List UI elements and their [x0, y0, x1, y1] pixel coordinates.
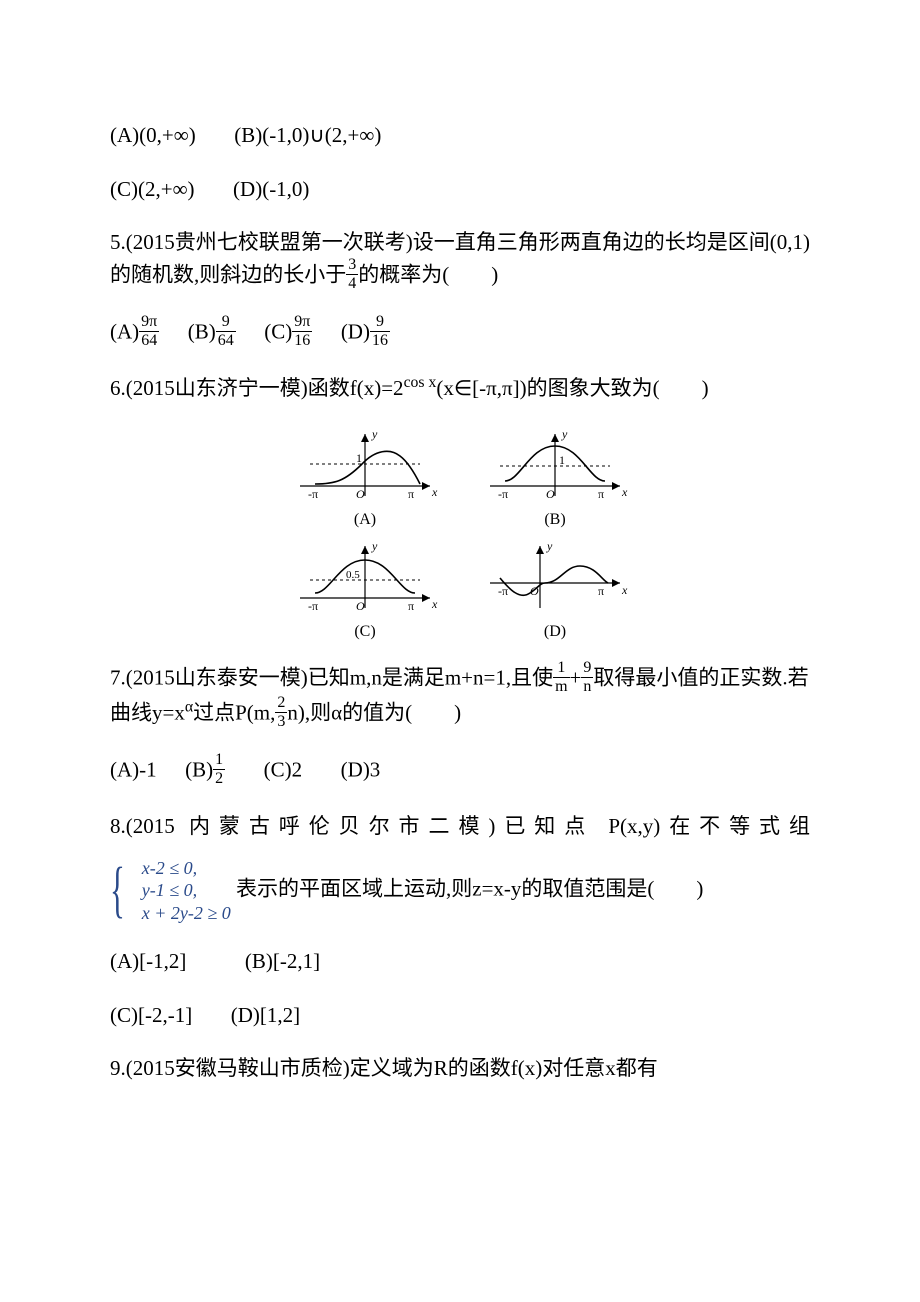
q6-graph-d: x y O -π π (D) [480, 538, 630, 644]
q5-option-d-frac: 916 [370, 314, 390, 349]
q7-stem: 7.(2015山东泰安一模)已知m,n是满足m+n=1,且使1m+9n取得最小值… [110, 662, 810, 732]
q6-graph-c-label: (C) [290, 620, 440, 644]
q5-option-d-label: (D) [341, 319, 370, 343]
q7-stem-text-4: n),则α的值为( ) [287, 700, 461, 724]
svg-text:-π: -π [498, 487, 508, 501]
q5-stem-text-2: 的概率为( ) [358, 262, 498, 286]
q4-option-b: (B)(-1,0)∪(2,+∞) [234, 123, 381, 147]
q4-option-a: (A)(0,+∞) [110, 123, 196, 147]
q5-option-a-label: (A) [110, 319, 139, 343]
svg-text:1: 1 [356, 451, 362, 465]
q8-system-r2: y-1 ≤ 0, [142, 879, 231, 902]
q6-exponent: cos x [404, 374, 437, 391]
q5-options: (A)9π64 (B)964 (C)9π16 (D)916 [110, 316, 810, 351]
q6-graph-row-2: x y O -π π 0.5 (C) x [110, 538, 810, 644]
q8-stem-head: 8.(2015 内蒙古呼伦贝尔市二模)已知点 P(x,y)在不等式组 [110, 811, 810, 843]
q7-frac-3: 23 [275, 695, 287, 730]
q5-stem-fraction: 34 [346, 257, 358, 292]
q6-stem-text-1: 6.(2015山东济宁一模)函数f(x)=2 [110, 376, 404, 400]
q9-stem: 9.(2015安徽马鞍山市质检)定义域为R的函数f(x)对任意x都有 [110, 1053, 810, 1085]
q6-graph-row-1: x y O -π π 1 (A) x [110, 426, 810, 532]
q8-system: { x-2 ≤ 0, y-1 ≤ 0, x + 2y-2 ≥ 0 [110, 857, 231, 925]
q5-option-b-label: (B) [188, 319, 216, 343]
q6-stem: 6.(2015山东济宁一模)函数f(x)=2cos x(x∈[-π,π])的图象… [110, 373, 810, 405]
q7-stem-text-1: 7.(2015山东泰安一模)已知m,n是满足m+n=1,且使 [110, 665, 553, 689]
q7-options: (A)-1 (B)12 (C)2 (D)3 [110, 754, 810, 789]
svg-text:x: x [431, 597, 438, 611]
svg-text:O: O [546, 487, 555, 501]
svg-text:O: O [356, 487, 365, 501]
q5-option-b-frac: 964 [216, 314, 236, 349]
svg-text:x: x [621, 583, 628, 597]
q5-option-c-frac: 9π16 [292, 314, 312, 349]
q6-graph-b: x y O -π π 1 (B) [480, 426, 630, 532]
q7-frac-2: 9n [581, 660, 593, 695]
q8-system-r3: x + 2y-2 ≥ 0 [142, 902, 231, 925]
svg-text:1: 1 [559, 453, 565, 467]
q7-plus: + [570, 665, 582, 689]
q7-option-b-label: (B) [185, 757, 213, 781]
q6-graph-c: x y O -π π 0.5 (C) [290, 538, 440, 644]
q8-system-r1: x-2 ≤ 0, [142, 857, 231, 880]
q7-option-a: (A)-1 [110, 757, 157, 781]
q4-options-line2: (C)(2,+∞) (D)(-1,0) [110, 174, 810, 206]
svg-text:π: π [408, 487, 414, 501]
svg-text:y: y [546, 539, 553, 553]
q6-graph-grid: x y O -π π 1 (A) x [110, 426, 810, 644]
exam-page: (A)(0,+∞) (B)(-1,0)∪(2,+∞) (C)(2,+∞) (D)… [0, 0, 920, 1145]
q8-options-line1: (A)[-1,2] (B)[-2,1] [110, 946, 810, 978]
svg-text:-π: -π [308, 599, 318, 613]
q8-options-line2: (C)[-2,-1] (D)[1,2] [110, 1000, 810, 1032]
svg-text:π: π [598, 487, 604, 501]
q7-option-b-frac: 12 [213, 752, 225, 787]
svg-text:O: O [356, 599, 365, 613]
q6-graph-a: x y O -π π 1 (A) [290, 426, 440, 532]
svg-text:x: x [431, 485, 438, 499]
q8-stem-tail: 表示的平面区域上运动,则z=x-y的取值范围是( ) [236, 876, 703, 900]
q7-option-c: (C)2 [264, 757, 303, 781]
q8-stem-body: { x-2 ≤ 0, y-1 ≤ 0, x + 2y-2 ≥ 0 表示的平面区域… [110, 857, 810, 925]
svg-text:π: π [598, 584, 604, 598]
q5-stem: 5.(2015贵州七校联盟第一次联考)设一直角三角形两直角边的长均是区间(0,1… [110, 227, 810, 294]
q6-stem-text-2: (x∈[-π,π])的图象大致为( ) [436, 376, 708, 400]
q7-stem-text-3: 过点P(m, [193, 700, 275, 724]
brace-icon: { [110, 859, 125, 921]
q8-option-b: (B)[-2,1] [245, 949, 320, 973]
q4-option-c: (C)(2,+∞) [110, 177, 195, 201]
q6-graph-a-label: (A) [290, 508, 440, 532]
q8-option-a: (A)[-1,2] [110, 949, 186, 973]
q6-graph-b-label: (B) [480, 508, 630, 532]
svg-text:x: x [621, 485, 628, 499]
svg-text:-π: -π [308, 487, 318, 501]
q7-option-d: (D)3 [341, 757, 381, 781]
svg-text:0.5: 0.5 [346, 569, 360, 581]
svg-text:y: y [561, 427, 568, 441]
q5-option-a-frac: 9π64 [139, 314, 159, 349]
q8-option-d: (D)[1,2] [231, 1003, 300, 1027]
q7-frac-1: 1m [553, 660, 569, 695]
q8-option-c: (C)[-2,-1] [110, 1003, 192, 1027]
q4-option-d: (D)(-1,0) [233, 177, 309, 201]
q6-graph-d-label: (D) [480, 620, 630, 644]
q7-exponent: α [185, 698, 193, 715]
svg-text:y: y [371, 539, 378, 553]
svg-text:y: y [371, 427, 378, 441]
svg-text:π: π [408, 599, 414, 613]
q5-option-c-label: (C) [264, 319, 292, 343]
q4-options-line1: (A)(0,+∞) (B)(-1,0)∪(2,+∞) [110, 120, 810, 152]
